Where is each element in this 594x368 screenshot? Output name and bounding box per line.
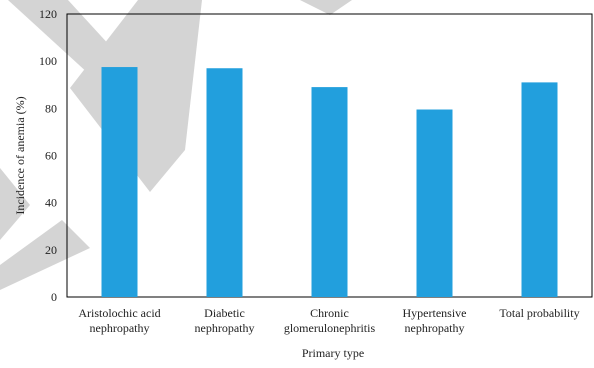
y-tick-label: 0 (51, 290, 57, 304)
watermark-band (300, 0, 352, 15)
y-axis-title: Incidence of anemia (%) (13, 96, 27, 214)
bar (416, 109, 453, 297)
x-tick-label: Diabetic nephropathy (195, 306, 255, 335)
x-tick-label: Chronic glomerulonephritis (284, 306, 376, 335)
y-tick-label: 100 (39, 54, 57, 68)
x-tick-label: Total probability (499, 306, 579, 320)
plot-area: 0 20 40 60 80 100 120 Aristolochic acid nephrop… (39, 7, 593, 335)
y-axis: 0 20 40 60 80 100 120 (39, 7, 57, 304)
x-axis: Aristolochic acid nephropathy Diabetic neph… (78, 306, 579, 335)
y-tick-label: 80 (45, 101, 57, 115)
y-tick-label: 20 (45, 243, 57, 257)
watermark-band (8, 0, 112, 75)
bar (311, 87, 348, 297)
y-tick-label: 60 (45, 149, 57, 163)
bar (206, 68, 243, 297)
x-tick-label: Aristolochic acid nephropathy (78, 306, 160, 335)
y-tick-label: 40 (45, 196, 57, 210)
bar (101, 67, 138, 297)
watermark-band (0, 168, 30, 240)
bars (101, 67, 558, 298)
x-axis-title: Primary type (302, 346, 364, 360)
x-tick-label: Hypertensive nephropathy (403, 306, 467, 335)
y-tick-label: 120 (39, 7, 57, 21)
bar (521, 82, 558, 298)
